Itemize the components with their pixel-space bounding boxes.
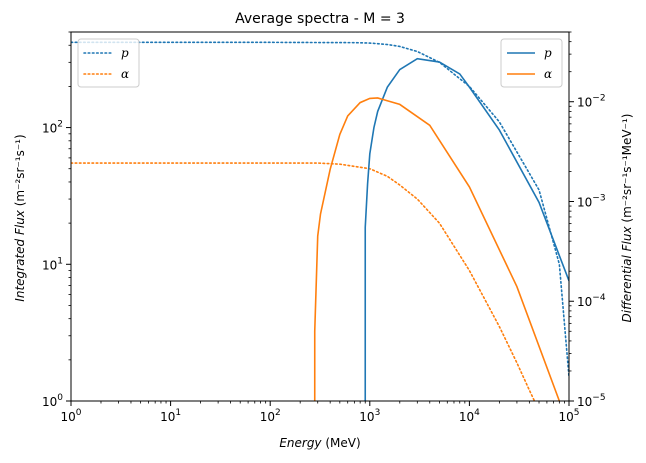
- x-tick-label: 100: [60, 408, 81, 424]
- legend-integrated: pα: [77, 38, 140, 88]
- y-right-tick-label: 10−3: [577, 193, 606, 209]
- x-tick-label: 105: [558, 408, 579, 424]
- y-right-axis-label: Differential Flux (m⁻²sr⁻¹s⁻¹MeV⁻¹): [620, 114, 634, 323]
- series-group: [71, 41, 569, 401]
- series-line-right-3: [313, 97, 561, 401]
- y-right-axis-label-unit: (m⁻²sr⁻¹s⁻¹MeV⁻¹): [620, 114, 634, 223]
- series-line-right-2: [364, 57, 569, 401]
- series-line-left-1: [71, 162, 536, 401]
- x-axis-label-main: Energy: [279, 436, 322, 450]
- y-right-tick-label: 10−5: [577, 393, 606, 409]
- y-left-tick-label: 101: [42, 256, 63, 272]
- legend-differential: pα: [500, 38, 563, 88]
- chart-title: Average spectra - M = 3: [235, 11, 405, 27]
- legend-integrated-box: [77, 38, 140, 88]
- plot-area: [71, 41, 569, 401]
- y-right-tick-label: 10−4: [577, 293, 606, 309]
- legend-integrated-label: p: [121, 46, 129, 60]
- x-tick-label: 102: [260, 408, 281, 424]
- legend-differential-label: α: [544, 67, 552, 81]
- x-tick-label: 104: [459, 408, 480, 424]
- x-tick-label: 103: [359, 408, 380, 424]
- y-left-axis-label-main: Integrated Flux: [13, 209, 27, 301]
- x-tick-label: 101: [160, 408, 181, 424]
- y-left-axis-label-unit: (m⁻²sr⁻¹s⁻¹): [13, 134, 27, 206]
- legend-differential-box: [500, 38, 563, 88]
- axes: 100 101 102 103 104 105 100 101 102 10−5 10−4 10−3 1…: [42, 31, 606, 424]
- series-line-left-0: [71, 41, 569, 378]
- y-left-tick-label: 100: [42, 393, 63, 409]
- plot-frame: [70, 31, 570, 402]
- y-left-axis-label: Integrated Flux (m⁻²sr⁻¹s⁻¹): [13, 134, 27, 301]
- x-axis-label: Energy (MeV): [279, 436, 360, 450]
- y-left-tick-label: 102: [42, 120, 63, 136]
- y-right-axis-label-main: Differential Flux: [620, 226, 634, 323]
- y-right-tick-label: 10−2: [577, 94, 606, 110]
- legend-differential-label: p: [544, 46, 552, 60]
- x-axis-label-unit: (MeV): [325, 436, 360, 450]
- legend-integrated-label: α: [121, 67, 129, 81]
